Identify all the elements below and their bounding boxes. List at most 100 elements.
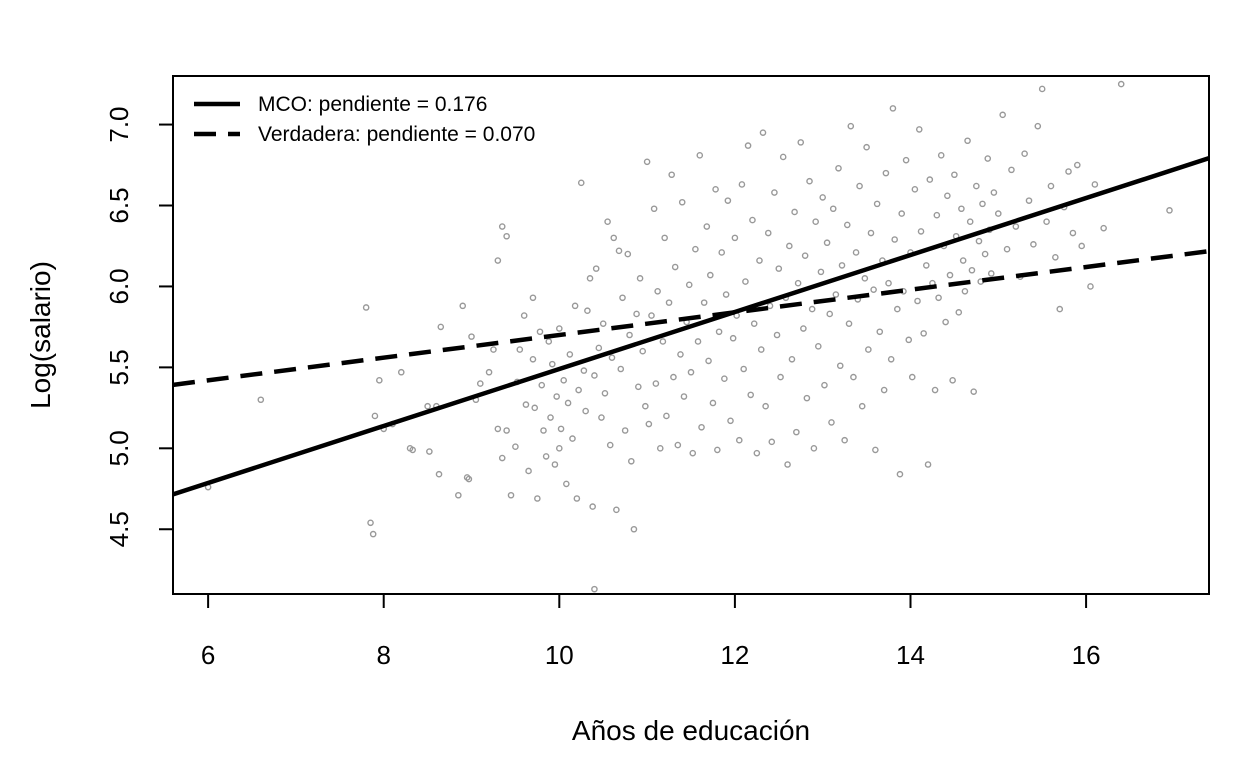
data-point — [898, 210, 906, 217]
data-point — [987, 270, 995, 277]
data-point — [617, 365, 625, 373]
data-point — [773, 331, 781, 339]
data-point — [1117, 80, 1125, 88]
data-point — [591, 372, 598, 379]
data-point — [1052, 253, 1059, 261]
data-point — [663, 412, 670, 420]
data-point — [894, 305, 901, 313]
data-point — [542, 453, 550, 460]
data-point — [630, 525, 638, 533]
y-tick-label: 6.5 — [104, 187, 134, 223]
data-point — [863, 143, 870, 151]
data-point — [362, 304, 370, 311]
data-point — [858, 402, 866, 410]
data-point — [598, 414, 605, 421]
data-point — [735, 436, 743, 444]
data-point — [788, 355, 796, 363]
data-point — [829, 205, 837, 213]
data-point — [749, 216, 756, 224]
data-point — [753, 449, 761, 457]
data-point — [367, 519, 374, 527]
data-point — [826, 310, 834, 318]
y-tick-label: 7.0 — [104, 106, 134, 142]
data-point — [714, 446, 721, 454]
data-point — [548, 360, 556, 368]
data-point — [696, 152, 704, 159]
data-point — [606, 441, 614, 449]
data-point — [621, 427, 629, 434]
data-point — [652, 380, 660, 387]
data-point — [779, 153, 787, 161]
data-point — [369, 530, 377, 538]
data-point — [465, 475, 473, 483]
x-axis-title: Años de educación — [572, 715, 810, 746]
data-point — [698, 423, 705, 431]
data-point — [766, 302, 774, 310]
y-axis-title: Log(salario) — [25, 261, 56, 409]
data-point — [775, 265, 783, 272]
data-points — [204, 80, 1173, 593]
data-point — [645, 420, 653, 428]
data-point — [815, 343, 822, 350]
data-point — [828, 419, 835, 426]
data-point — [485, 368, 493, 376]
data-point — [887, 355, 895, 363]
data-point — [566, 351, 574, 358]
x-tick-label: 8 — [376, 640, 390, 670]
data-point — [861, 275, 869, 282]
data-point — [873, 200, 881, 208]
data-point — [721, 375, 728, 383]
data-point — [955, 309, 963, 316]
data-point — [801, 252, 809, 259]
data-point — [557, 425, 565, 433]
data-point — [633, 310, 640, 318]
data-point — [740, 365, 747, 373]
data-point — [867, 229, 875, 237]
data-point — [915, 126, 923, 133]
data-point — [784, 461, 791, 468]
data-point — [1078, 242, 1085, 250]
data-point — [397, 368, 405, 376]
data-point — [1003, 245, 1011, 253]
data-point — [843, 221, 851, 229]
data-point — [838, 262, 846, 269]
data-point — [468, 333, 475, 340]
data-point — [949, 377, 956, 384]
data-point — [979, 200, 986, 208]
data-point — [547, 414, 554, 421]
data-point — [520, 312, 528, 319]
data-point — [584, 307, 591, 315]
data-point — [882, 169, 890, 177]
data-point — [490, 346, 497, 353]
data-point — [674, 441, 682, 449]
data-point — [1166, 207, 1173, 214]
data-point — [595, 344, 603, 352]
data-point — [786, 242, 793, 250]
x-tick-label: 10 — [545, 640, 574, 670]
data-point — [1034, 122, 1042, 130]
data-point — [742, 278, 749, 285]
data-point — [722, 291, 730, 298]
data-point — [738, 181, 746, 188]
data-point — [624, 250, 632, 258]
data-point — [968, 266, 976, 274]
data-point — [639, 347, 647, 355]
data-point — [498, 454, 506, 462]
data-point — [933, 211, 941, 219]
regression-lines — [173, 156, 1209, 497]
data-point — [656, 445, 664, 452]
data-point — [694, 338, 702, 345]
data-point — [589, 503, 596, 510]
data-point — [409, 446, 416, 454]
data-point — [876, 328, 884, 336]
data-point — [459, 302, 467, 310]
data-point — [680, 393, 688, 400]
data-point — [999, 111, 1006, 119]
data-point — [806, 177, 813, 185]
data-point — [1043, 218, 1050, 225]
data-point — [951, 171, 958, 179]
data-point — [503, 232, 510, 240]
data-point — [872, 446, 879, 454]
data-point — [671, 263, 679, 271]
data-point — [709, 399, 717, 407]
